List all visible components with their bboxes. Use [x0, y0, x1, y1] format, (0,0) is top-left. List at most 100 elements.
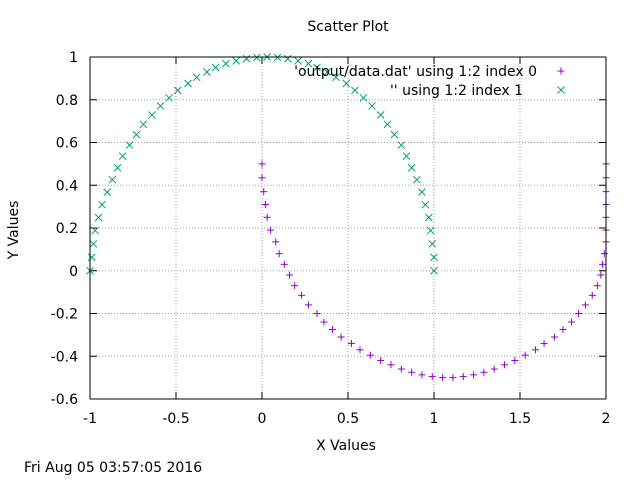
x-tick-label: 0 — [258, 411, 267, 427]
data-point — [94, 213, 103, 222]
cross-stroke — [412, 175, 421, 184]
cross-stroke — [418, 188, 426, 196]
data-point — [430, 253, 438, 262]
y-tick-label: 1 — [69, 50, 78, 66]
cross-stroke — [89, 239, 98, 248]
legend-symbol — [557, 67, 565, 75]
data-point — [139, 120, 148, 129]
legend-marker-plus — [557, 67, 565, 75]
data-point — [103, 188, 112, 196]
data-point — [263, 213, 271, 221]
data-point — [412, 175, 421, 184]
cross-stroke — [313, 63, 321, 72]
data-point — [113, 163, 122, 172]
cross-stroke — [211, 63, 220, 72]
cross-stroke — [173, 86, 182, 95]
data-point — [323, 68, 332, 76]
data-point — [531, 346, 539, 354]
data-point — [258, 174, 266, 182]
data-point — [421, 200, 430, 209]
cross-stroke — [113, 163, 122, 172]
data-point — [298, 291, 306, 299]
data-point — [402, 152, 411, 161]
data-point — [242, 54, 251, 63]
data-point — [87, 253, 96, 262]
cross-stroke — [192, 73, 201, 82]
cross-stroke — [232, 56, 241, 65]
cross-stroke — [108, 175, 117, 184]
y-tick-label: 0.8 — [56, 93, 78, 109]
x-tick-label: -0.5 — [162, 411, 189, 427]
data-point — [368, 102, 376, 110]
cross-stroke — [103, 188, 112, 196]
data-point — [470, 371, 478, 379]
data-point — [377, 357, 385, 365]
x-tick-label: 1.5 — [509, 411, 531, 427]
legend-label-series-0: 'output/data.dat' using 1:2 index 0 — [294, 64, 537, 80]
data-point — [267, 226, 275, 234]
data-point — [232, 56, 241, 65]
data-point — [449, 374, 457, 382]
series-0-points — [258, 160, 610, 382]
data-point — [521, 351, 529, 359]
cross-stroke — [421, 200, 430, 209]
cross-stroke — [402, 152, 411, 161]
data-point — [397, 365, 405, 373]
data-point — [600, 250, 608, 258]
data-point — [342, 79, 351, 88]
data-point — [275, 250, 283, 258]
y-tick-label: 0.4 — [56, 178, 78, 194]
data-point — [272, 238, 280, 246]
y-axis-title: Y Values — [6, 201, 22, 261]
data-point — [148, 111, 156, 119]
y-tick-labels: 1 0.8 0.6 0.4 0.2 0 -0.2 -0.4 -0.6 — [51, 50, 78, 408]
cross-stroke — [91, 226, 100, 235]
cross-stroke — [342, 79, 351, 88]
data-point — [439, 374, 447, 382]
data-point — [407, 163, 416, 172]
data-point — [258, 160, 266, 168]
legend: 'output/data.dat' using 1:2 index 0 '' u… — [294, 64, 565, 99]
x-tick-labels: -1 -0.5 0 0.5 1 1.5 2 — [83, 411, 610, 427]
x-axis-title: X Values — [316, 438, 376, 454]
cross-stroke — [428, 239, 437, 248]
y-tick-label: 0.6 — [56, 136, 78, 152]
data-point — [91, 226, 100, 235]
cross-stroke — [430, 253, 438, 262]
data-point — [294, 56, 302, 65]
cross-stroke — [323, 68, 332, 76]
data-point — [418, 188, 426, 196]
data-point — [132, 130, 141, 139]
cross-stroke — [118, 152, 127, 161]
data-point — [397, 141, 406, 149]
data-point — [260, 188, 268, 196]
data-point — [347, 339, 355, 347]
data-point — [351, 86, 359, 95]
data-point — [568, 318, 576, 326]
data-point — [184, 79, 192, 88]
data-point — [366, 351, 374, 359]
cross-stroke — [376, 111, 385, 119]
y-tick-label: 0 — [69, 264, 78, 280]
data-point — [459, 373, 467, 381]
data-point — [428, 239, 437, 248]
cross-stroke — [242, 54, 251, 63]
data-point — [424, 213, 433, 222]
data-point — [192, 73, 201, 82]
data-point — [383, 120, 392, 129]
data-point — [332, 73, 340, 82]
x-tick-label: 2 — [602, 411, 611, 427]
data-point — [390, 130, 399, 139]
data-point — [501, 361, 509, 369]
cross-stroke — [359, 93, 368, 102]
data-point — [291, 282, 299, 290]
data-point — [428, 373, 436, 381]
data-points — [86, 53, 610, 382]
x-tick-label: -1 — [83, 411, 97, 427]
data-point — [286, 271, 294, 279]
data-point — [165, 93, 173, 102]
cross-stroke — [203, 68, 211, 76]
data-point — [304, 59, 313, 68]
data-point — [329, 326, 337, 334]
